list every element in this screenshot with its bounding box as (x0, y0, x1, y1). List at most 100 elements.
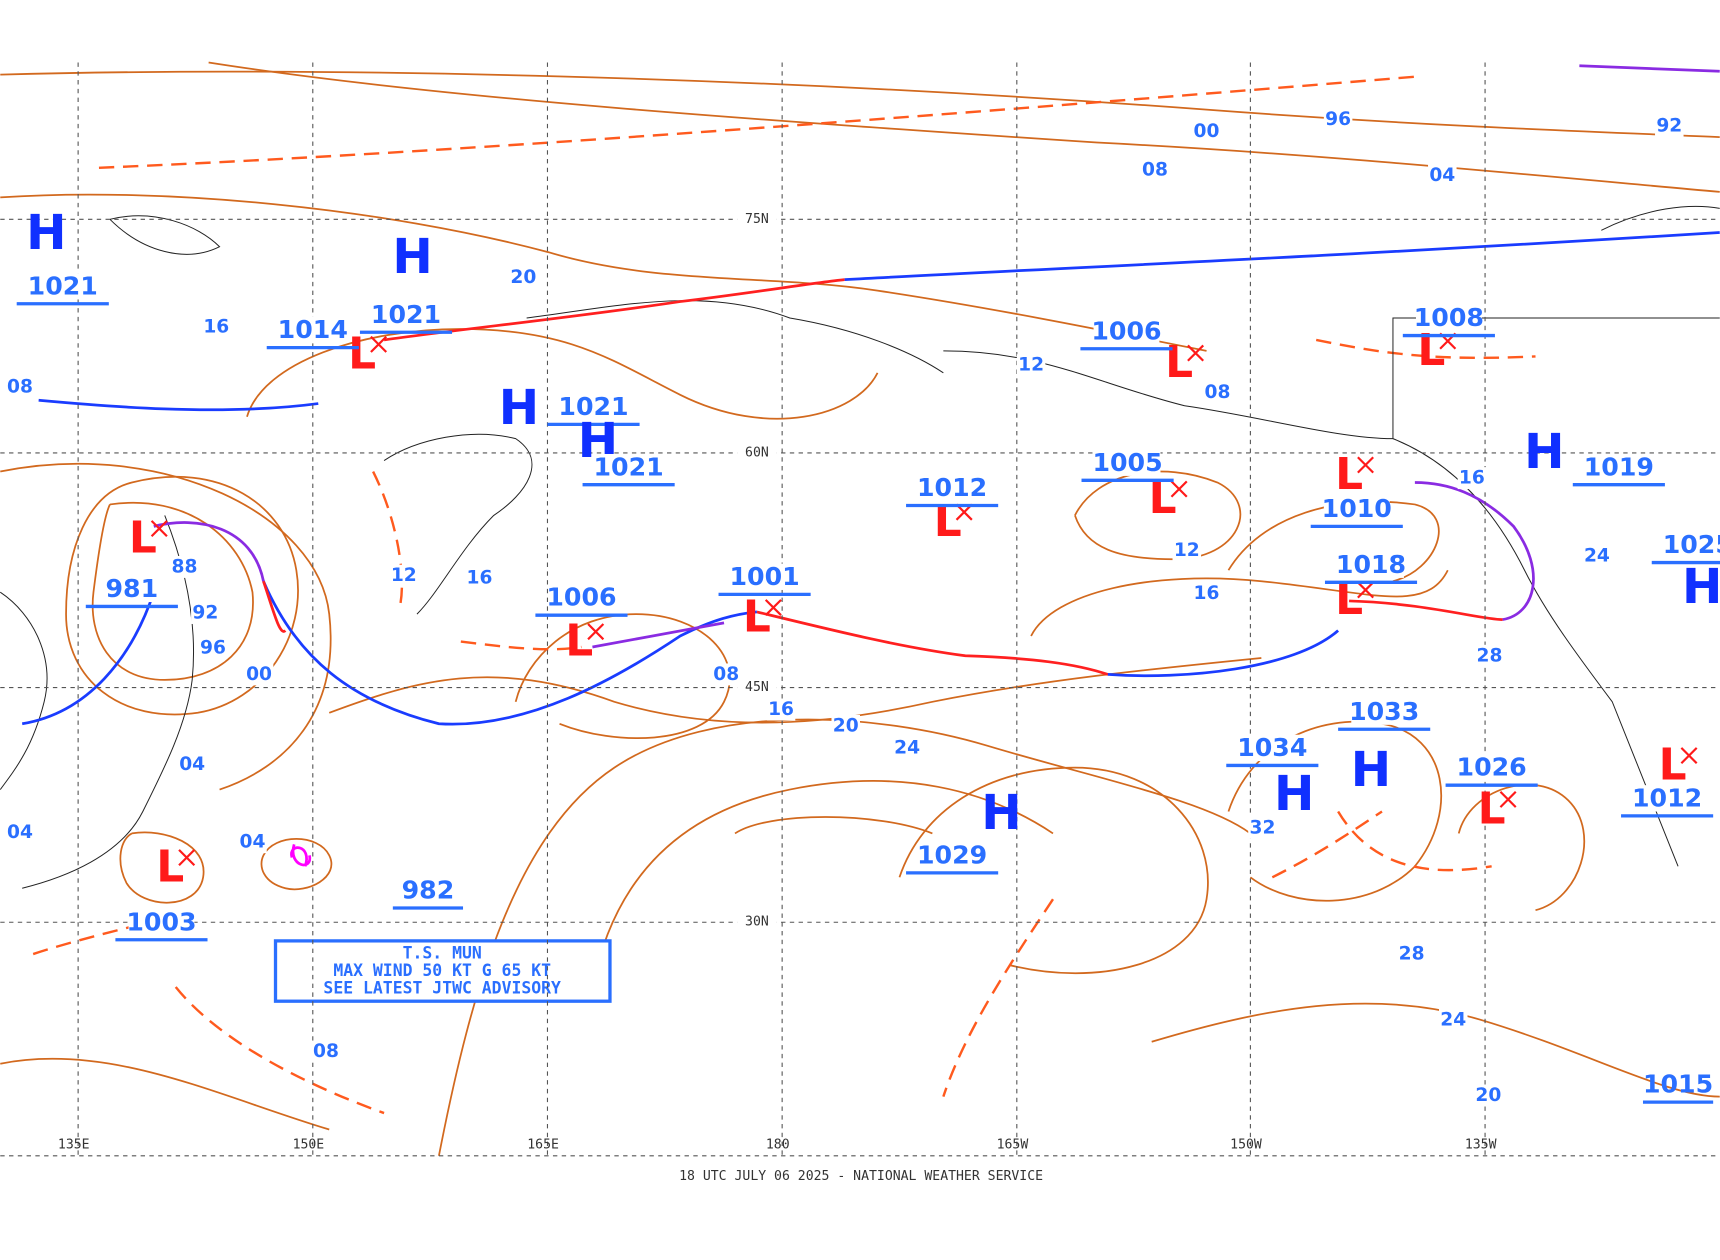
label-bg (1351, 698, 1418, 725)
isobar-label: 16 (1459, 468, 1485, 489)
isobar-label: 88 (172, 556, 198, 577)
label-bg (1248, 816, 1277, 839)
isobar-label: 20 (1475, 1085, 1501, 1106)
label-bg (170, 555, 199, 578)
label-bg (1140, 159, 1170, 181)
high-symbol: H (499, 380, 539, 436)
low-symbol: L (1478, 783, 1506, 834)
isobar-label: 24 (894, 737, 920, 758)
label-bg (1192, 120, 1221, 143)
isobar-label: 12 (391, 565, 417, 586)
pressure-center: H 1033 (1338, 697, 1431, 798)
label-bg (548, 584, 615, 611)
label-bg (831, 714, 860, 737)
label-bg (1428, 164, 1457, 187)
label-bg (595, 453, 662, 481)
low-cross (1680, 747, 1698, 765)
pressure-value: 1006 (546, 583, 616, 612)
label-bg (509, 266, 538, 289)
label-bg (1093, 318, 1160, 345)
longitude-label: 150W (1230, 1137, 1262, 1152)
isobar-label: 08 (1205, 382, 1231, 403)
label-bg (737, 678, 777, 697)
low-symbol: L (129, 513, 157, 564)
isobar-label: 08 (7, 377, 33, 398)
isobar-label: 16 (1194, 583, 1220, 604)
isobar-label: 20 (510, 267, 536, 288)
low-symbol: L (1165, 337, 1193, 388)
pressure-center: H 1021 (16, 205, 109, 306)
pressure-value: 1025 (1663, 530, 1720, 559)
isobar-label: 24 (1440, 1009, 1466, 1030)
label-bg (5, 821, 35, 844)
label-bg (1474, 1084, 1503, 1107)
label-bg (311, 1040, 341, 1063)
label-bg (465, 566, 494, 589)
label-bg (1094, 449, 1161, 476)
longitude-label: 180 (766, 1137, 790, 1152)
label-bg (279, 316, 346, 344)
pressure-value: 1026 (1457, 753, 1527, 782)
pressure-value: 1012 (917, 473, 987, 502)
pressure-value: 982 (402, 876, 455, 905)
pressure-value: 1021 (558, 392, 628, 421)
isobar-label: 16 (203, 316, 229, 337)
fronts (21, 64, 1720, 726)
pressure-value: 1012 (1632, 783, 1702, 812)
pressure-value: 1018 (1336, 550, 1406, 579)
pressure-center: H 1021 (359, 229, 453, 334)
pressure-value: 1033 (1349, 697, 1419, 726)
pressure-value: 1008 (1414, 303, 1484, 332)
advisory-line: T.S. MUN (403, 944, 482, 963)
low-symbol: L (934, 496, 962, 547)
label-bg (98, 575, 165, 603)
pressure-value: 1014 (278, 315, 348, 344)
pressure-value: 1021 (594, 452, 664, 481)
label-bg (128, 909, 195, 936)
isobar-label: 96 (200, 638, 226, 659)
isobar-label: 04 (7, 822, 33, 843)
label-bg (1585, 453, 1652, 481)
longitude-label: 150E (293, 1137, 325, 1152)
latitude-label: 75N (745, 212, 769, 227)
label-bg (919, 842, 986, 869)
high-symbol: H (1351, 742, 1391, 798)
label-bg (244, 663, 274, 686)
isobar-label: 96 (1325, 109, 1351, 130)
low-cross (1357, 456, 1374, 474)
isobar-label: 20 (833, 715, 859, 736)
low-cross (1499, 790, 1517, 808)
isobar-label: 00 (1194, 121, 1220, 142)
pressure-value: 1021 (28, 271, 98, 300)
isobar-label: 12 (1174, 540, 1200, 561)
advisory-line: SEE LATEST JTWC ADVISORY (323, 979, 561, 998)
low-cross (150, 520, 168, 538)
low-symbol: L (1417, 325, 1445, 376)
low-cross (587, 623, 605, 641)
label-bg (1016, 354, 1046, 377)
label-bg (1475, 644, 1504, 667)
latitude-label: 45N (745, 680, 769, 695)
pressure-center: L 1003 (115, 842, 208, 942)
longitude-label: 165E (527, 1137, 559, 1152)
isobar-label: 04 (179, 754, 205, 775)
low-cross (178, 849, 196, 866)
advisory-line: MAX WIND 50 KT G 65 KT (333, 961, 551, 980)
label-bg (198, 637, 228, 660)
pressure-value: 1021 (371, 300, 441, 329)
isobar-label: 12 (1018, 355, 1044, 376)
label-bg (737, 913, 777, 932)
label-bg (1664, 531, 1720, 559)
high-symbol: H (1524, 424, 1564, 480)
label-bg (1655, 115, 1684, 138)
label-bg (919, 474, 986, 502)
